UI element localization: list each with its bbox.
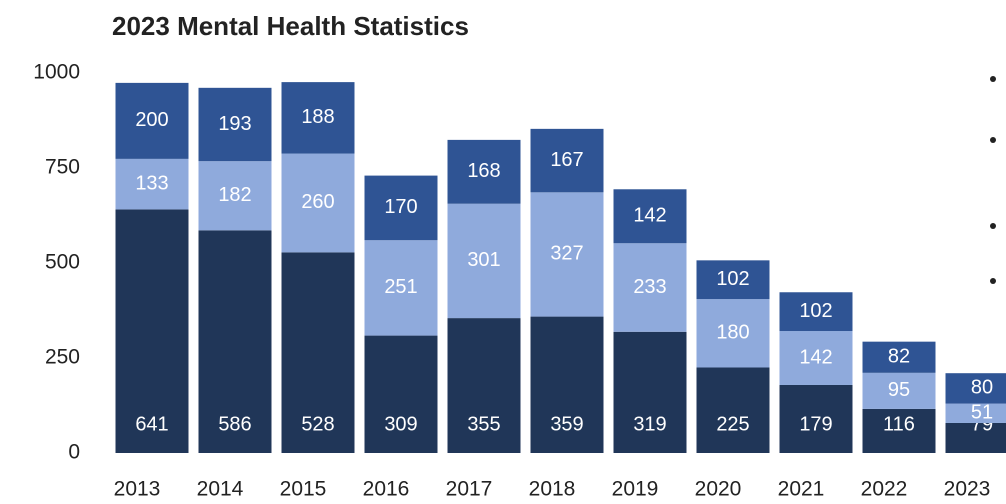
bar-segment (862, 408, 936, 453)
value-label: 260 (301, 191, 334, 213)
legend-dot (990, 223, 996, 229)
bar-segment (530, 316, 604, 453)
bar-segment (281, 82, 355, 154)
x-tick-label: 2014 (197, 478, 244, 501)
bar-segment (198, 230, 272, 453)
bar-segment (115, 158, 189, 210)
x-tick-label: 2018 (529, 478, 576, 501)
bar-segment (779, 331, 853, 385)
value-label: 95 (888, 379, 910, 401)
value-label: 168 (467, 160, 500, 182)
value-label: 142 (799, 346, 832, 368)
value-label: 309 (384, 413, 417, 435)
bar-segment (613, 331, 687, 453)
x-tick-label: 2016 (363, 478, 410, 501)
bar-segment (364, 335, 438, 453)
value-label: 102 (716, 268, 749, 290)
value-label: 170 (384, 196, 417, 218)
chart-title: 2023 Mental Health Statistics (112, 11, 469, 41)
bar-segment (613, 243, 687, 332)
bar-segment (115, 82, 189, 159)
value-label: 80 (971, 377, 993, 399)
x-tick-label: 2021 (778, 478, 825, 501)
value-label: 355 (467, 413, 500, 435)
value-label: 179 (799, 413, 832, 435)
x-tick-label: 2015 (280, 478, 327, 501)
bar-segment (281, 252, 355, 453)
y-tick-label: 0 (68, 441, 80, 464)
value-label: 225 (716, 413, 749, 435)
x-tick-label: 2020 (695, 478, 742, 501)
cut-off-legend (990, 76, 996, 284)
legend-dot (990, 137, 996, 143)
x-tick-label: 2022 (861, 478, 908, 501)
bar-segment (198, 161, 272, 231)
bar-segment (696, 260, 770, 300)
value-label: 180 (716, 322, 749, 344)
bar-segment (364, 175, 438, 241)
value-label: 359 (550, 413, 583, 435)
bar-segment (364, 240, 438, 336)
bar-segment (945, 422, 1006, 453)
bar-segment (613, 189, 687, 244)
bar-segment (862, 372, 936, 409)
bar-segment (530, 128, 604, 193)
bar-segment (198, 87, 272, 162)
x-tick-label: 2013 (114, 478, 161, 501)
value-label: 586 (218, 413, 251, 435)
bar-segment (945, 403, 1006, 423)
value-label: 233 (633, 276, 666, 298)
bar-segment (696, 299, 770, 368)
bar-segment (779, 292, 853, 332)
x-tick-label: 2017 (446, 478, 493, 501)
value-label: 51 (971, 402, 993, 424)
bar-segment (945, 373, 1006, 404)
y-tick-label: 500 (45, 251, 80, 274)
value-label: 133 (135, 172, 168, 194)
value-label: 641 (135, 413, 168, 435)
bar-segment (115, 209, 189, 453)
value-label: 142 (633, 205, 666, 227)
value-label: 327 (550, 243, 583, 265)
bar-segment (696, 367, 770, 453)
legend-dot (990, 76, 996, 82)
value-label: 301 (467, 249, 500, 271)
value-label: 82 (888, 346, 910, 368)
y-tick-label: 1000 (33, 61, 80, 84)
x-tick-label: 2023 (944, 478, 991, 501)
x-tick-label: 2019 (612, 478, 659, 501)
bar-segment (530, 192, 604, 317)
value-label: 188 (301, 106, 334, 128)
value-label: 167 (550, 149, 583, 171)
y-tick-label: 750 (45, 156, 80, 179)
bar-segment (281, 153, 355, 253)
value-label: 116 (883, 413, 915, 435)
bar-segment (447, 139, 521, 204)
bar-segment (779, 384, 853, 453)
bar-segment (862, 341, 936, 373)
value-label: 193 (218, 113, 251, 135)
bar-segment (447, 203, 521, 319)
bar-segment (447, 318, 521, 453)
value-label: 200 (135, 109, 168, 131)
value-label: 528 (301, 413, 334, 435)
y-tick-label: 250 (45, 346, 80, 369)
legend-dot (990, 278, 996, 284)
value-label: 102 (799, 300, 832, 322)
value-label: 251 (384, 276, 417, 298)
value-label: 182 (218, 184, 251, 206)
value-label: 319 (633, 413, 666, 435)
